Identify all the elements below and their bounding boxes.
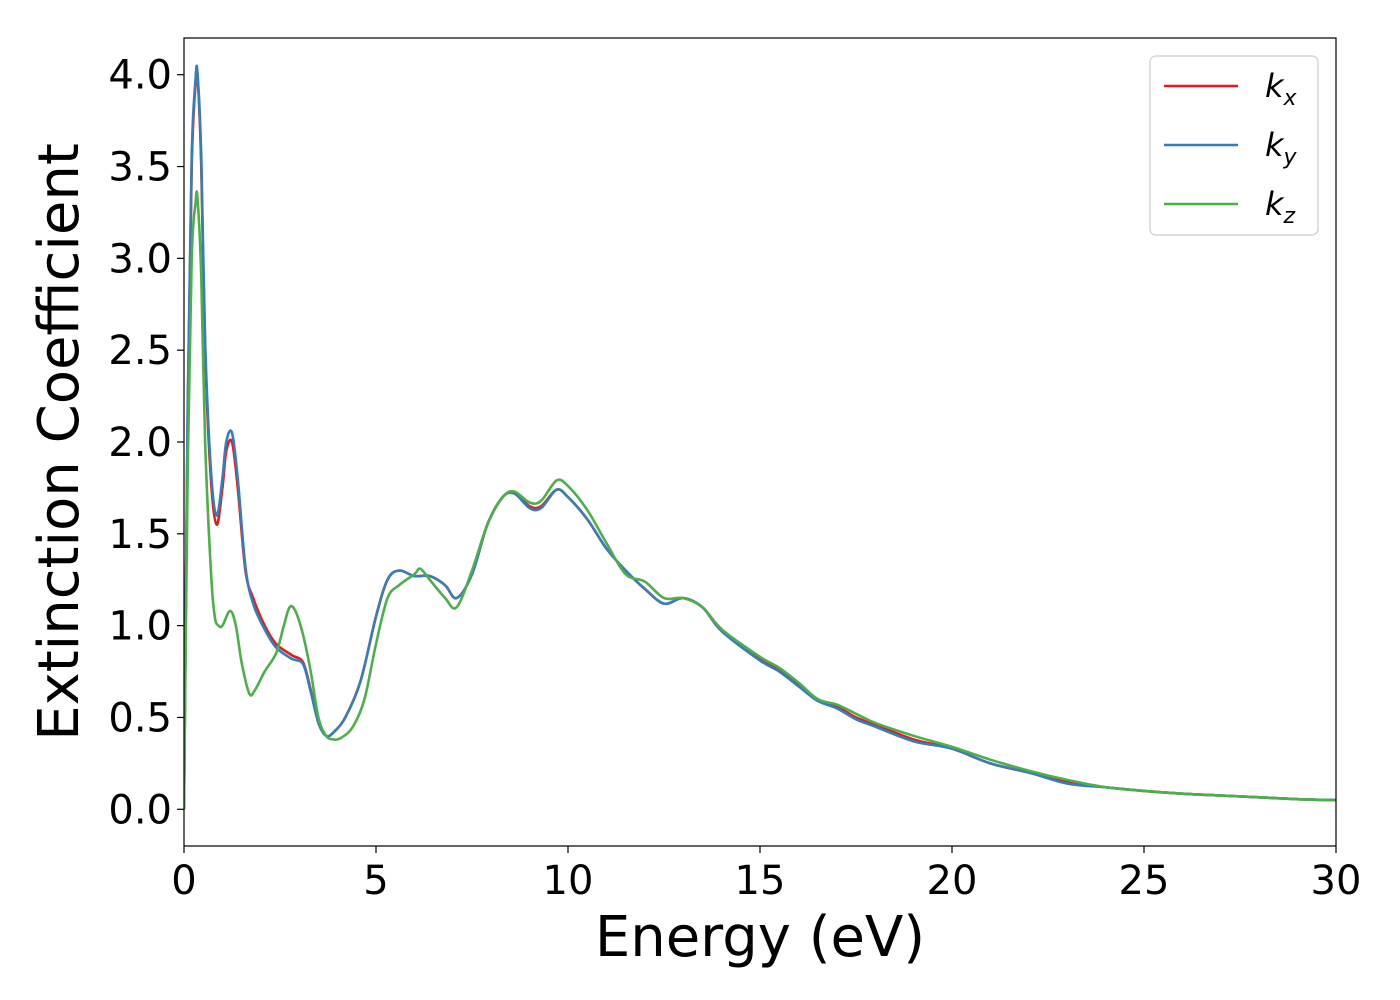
x-tick-label: 30 [1311,858,1362,904]
x-axis: 0 5 10 15 20 25 30 [171,846,1361,904]
legend-label-k_y: ky [1265,126,1298,170]
series-line-k_y [184,64,1336,810]
series-lines [184,64,1336,810]
x-tick-label: 0 [171,858,196,904]
y-tick-label: 0.5 [108,695,172,741]
legend-label-k_z: kz [1265,185,1296,229]
series-line-k_z [184,190,1336,810]
y-tick-label: 0.0 [108,787,172,833]
y-tick-label: 2.5 [108,328,172,374]
y-tick-label: 3.0 [108,236,172,282]
y-axis: 0.0 0.5 1.0 1.5 2.0 2.5 3.0 3.5 4.0 [108,53,184,833]
x-tick-label: 25 [1119,858,1170,904]
x-tick-label: 15 [735,858,786,904]
y-tick-label: 4.0 [108,53,172,99]
y-tick-label: 2.0 [108,420,172,466]
x-tick-label: 10 [543,858,594,904]
y-tick-label: 3.5 [108,145,172,191]
y-axis-label: Extinction Coefficient [27,143,92,741]
y-tick-label: 1.0 [108,604,172,650]
x-axis-label: Energy (eV) [595,905,925,970]
legend: kx ky kz [1149,55,1319,236]
legend-label-k_x: kx [1265,67,1298,111]
y-tick-label: 1.5 [108,512,172,558]
x-tick-label: 20 [927,858,978,904]
x-tick-label: 5 [363,858,388,904]
